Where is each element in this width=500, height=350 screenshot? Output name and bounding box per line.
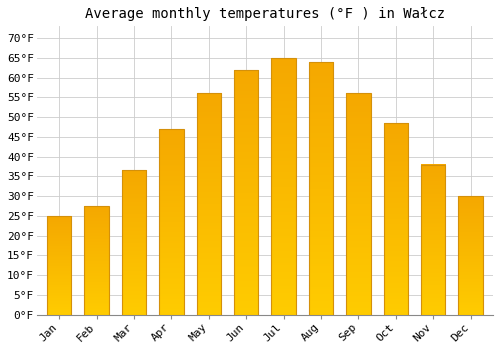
Bar	[47, 216, 72, 315]
Bar	[84, 206, 108, 315]
Bar	[421, 164, 446, 315]
Bar	[346, 93, 370, 315]
Bar	[458, 196, 483, 315]
Bar	[122, 170, 146, 315]
Title: Average monthly temperatures (°F ) in Wałcz: Average monthly temperatures (°F ) in Wa…	[85, 7, 445, 21]
Bar	[159, 129, 184, 315]
Bar	[384, 123, 408, 315]
Bar	[196, 93, 221, 315]
Bar	[272, 58, 295, 315]
Bar	[234, 70, 258, 315]
Bar	[309, 62, 333, 315]
